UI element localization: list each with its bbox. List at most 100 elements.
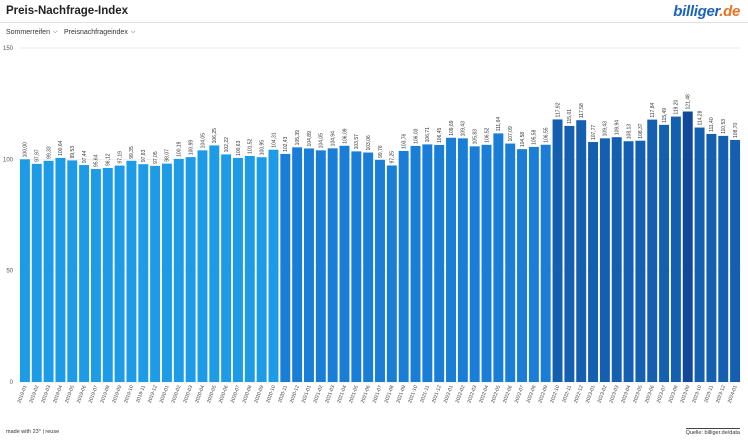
data-label: 95,64 — [94, 154, 100, 167]
data-label: 104,94 — [330, 131, 336, 147]
source-credit[interactable]: Quelle: billiger.de/data — [685, 428, 740, 436]
data-label: 117,84 — [650, 102, 656, 117]
chart-bar — [481, 144, 492, 382]
data-label: 99,76 — [378, 145, 384, 158]
metric-dropdown-label: Preisnachfrageindex — [64, 29, 128, 36]
header-divider — [0, 22, 748, 23]
chart-bar — [588, 142, 599, 382]
x-tick-label: 2019-01 — [17, 384, 29, 404]
data-label: 106,71 — [425, 127, 431, 143]
x-tick-label: 2023-11 — [703, 384, 715, 403]
x-tick-label: 2019-12 — [147, 384, 159, 404]
data-label: 108,13 — [626, 124, 632, 140]
data-label: 97,05 — [153, 151, 159, 164]
made-with-credit[interactable]: made with 23° | reuse — [6, 429, 60, 435]
chart-bar — [659, 124, 670, 382]
metric-dropdown[interactable]: Preisnachfrageindex ⌵ — [64, 29, 135, 36]
x-tick-label: 2022-02 — [455, 384, 467, 404]
x-tick-label: 2019-10 — [123, 384, 135, 404]
x-tick-label: 2019-05 — [64, 384, 76, 404]
y-tick-label: 100 — [3, 157, 14, 163]
data-label: 100,64 — [58, 140, 64, 156]
chart-bar — [552, 119, 563, 383]
chart-bar — [540, 144, 551, 382]
x-tick-label: 2023-02 — [597, 384, 609, 404]
data-label: 100,19 — [177, 141, 183, 157]
chart-bar — [315, 150, 326, 382]
chart-bar — [244, 155, 255, 382]
data-label: 106,55 — [544, 127, 550, 143]
x-tick-label: 2022-03 — [466, 384, 478, 404]
x-tick-label: 2022-09 — [537, 384, 549, 404]
data-label: 99,33 — [46, 146, 52, 159]
x-tick-label: 2019-04 — [52, 384, 64, 404]
x-tick-label: 2020-06 — [218, 384, 230, 404]
x-tick-label: 2021-12 — [431, 384, 443, 404]
data-label: 106,45 — [437, 127, 443, 143]
data-label: 100,63 — [236, 140, 242, 156]
x-tick-label: 2021-11 — [419, 384, 431, 403]
data-label: 104,05 — [319, 133, 325, 149]
chart-bar — [682, 111, 693, 383]
chart-bar — [55, 157, 66, 382]
data-label: 109,43 — [461, 121, 467, 137]
x-tick-label: 2019-11 — [135, 384, 147, 403]
data-label: 114,28 — [697, 110, 703, 125]
chart-bar — [457, 138, 468, 382]
chart-bar — [647, 119, 658, 383]
data-label: 100,95 — [259, 140, 265, 156]
data-label: 104,89 — [307, 131, 313, 147]
x-tick-label: 2022-05 — [490, 384, 502, 404]
x-tick-label: 2023-08 — [668, 384, 680, 404]
chart-bar — [138, 164, 149, 382]
x-tick-label: 2020-07 — [230, 384, 242, 404]
chart-bar — [670, 116, 681, 383]
data-label: 102,22 — [224, 137, 230, 153]
chart-bar — [19, 159, 30, 382]
x-tick-label: 2020-12 — [289, 384, 301, 404]
x-tick-label: 2019-06 — [76, 384, 88, 404]
data-label: 115,49 — [662, 108, 668, 123]
chart-bar — [517, 149, 528, 382]
data-label: 109,69 — [449, 120, 455, 136]
chart-bar — [43, 160, 54, 382]
chart-bar — [339, 145, 350, 382]
x-tick-label: 2021-06 — [360, 384, 372, 404]
x-tick-label: 2020-10 — [265, 384, 277, 404]
chart-bar — [599, 138, 610, 382]
data-label: 121,48 — [686, 94, 692, 110]
data-label: 104,31 — [271, 132, 277, 148]
x-tick-label: 2023-06 — [644, 384, 656, 404]
chart-bar — [292, 147, 303, 382]
data-label: 109,94 — [615, 120, 621, 136]
data-label: 115,01 — [567, 109, 573, 124]
x-tick-label: 2021-10 — [407, 384, 419, 404]
x-tick-label: 2021-04 — [336, 384, 348, 404]
chart-bar — [209, 145, 220, 382]
chart-bar — [114, 165, 125, 382]
logo-text-main: billiger — [673, 3, 720, 20]
x-tick-label: 2022-11 — [561, 384, 573, 403]
x-tick-label: 2020-11 — [277, 384, 289, 403]
data-label: 100,99 — [188, 140, 194, 156]
x-tick-label: 2023-04 — [620, 384, 632, 404]
billiger-logo[interactable]: billiger.de — [673, 3, 740, 20]
chart-bar — [446, 137, 456, 382]
data-label: 106,52 — [484, 127, 490, 143]
x-tick-label: 2020-04 — [194, 384, 206, 404]
x-tick-label: 2022-12 — [573, 384, 585, 404]
chart-bar — [90, 169, 101, 382]
x-tick-label: 2021-01 — [301, 384, 313, 404]
y-tick-label: 0 — [10, 380, 14, 386]
data-label: 97,97 — [35, 149, 41, 162]
data-label: 108,37 — [638, 123, 644, 139]
category-dropdown[interactable]: Sommerreifen ⌵ — [6, 29, 58, 36]
data-label: 117,58 — [579, 103, 585, 118]
data-label: 105,39 — [295, 130, 301, 146]
chart-bar — [79, 165, 90, 382]
data-label: 97,25 — [390, 151, 396, 164]
chart-bar — [161, 163, 172, 382]
x-tick-label: 2021-05 — [348, 384, 360, 404]
chart-bar — [505, 143, 516, 382]
data-label: 104,05 — [200, 133, 206, 149]
